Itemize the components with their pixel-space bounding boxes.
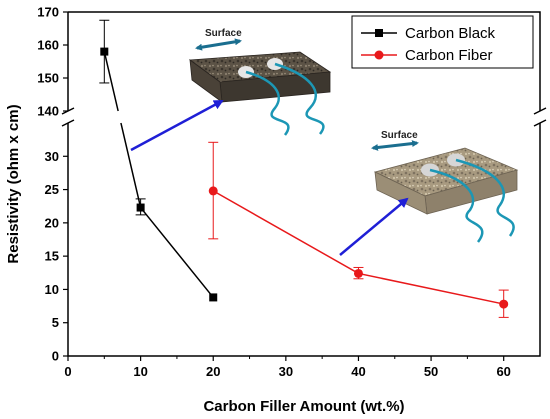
y-tick-label: 5 xyxy=(52,315,59,330)
legend-label-carbon-fiber: Carbon Fiber xyxy=(405,47,493,64)
x-tick-label: 30 xyxy=(279,364,293,379)
surface-arrow-1 xyxy=(195,38,242,51)
surface-label-1: Surface xyxy=(205,28,242,39)
y-tick-label: 160 xyxy=(37,38,59,53)
plot-area xyxy=(61,11,547,357)
x-tick-label: 50 xyxy=(424,364,438,379)
legend-marker-carbon-fiber xyxy=(374,50,384,60)
data-point-carbon-fiber xyxy=(208,186,218,196)
y-tick-label: 15 xyxy=(45,249,59,264)
axis-ticks: 0 10 20 30 40 50 60 0 5 10 15 20 25 30 140 150 160 170 xyxy=(37,5,511,380)
y-tick-label: 150 xyxy=(37,71,59,86)
legend-label-carbon-black: Carbon Black xyxy=(405,25,496,42)
pointer-arrow-carbon-black xyxy=(130,99,224,152)
y-tick-label: 10 xyxy=(45,282,59,297)
series-line-carbon-black xyxy=(103,51,214,298)
x-tick-label: 60 xyxy=(496,364,510,379)
wire-2 xyxy=(274,62,325,135)
axis-break-right xyxy=(533,107,547,127)
series-line-carbon-fiber xyxy=(212,190,504,305)
legend-marker-carbon-black xyxy=(375,29,383,37)
y-tick-label: 25 xyxy=(45,182,59,197)
x-tick-label: 40 xyxy=(351,364,365,379)
legend-box xyxy=(351,15,534,69)
data-point-carbon-black xyxy=(136,203,145,212)
data-point-carbon-fiber xyxy=(353,268,363,278)
axis-frame xyxy=(67,11,541,357)
sample-block-side xyxy=(374,171,428,215)
x-axis-title: Carbon Filler Amount (wt.%) xyxy=(203,398,404,415)
surface-arrow-2 xyxy=(371,140,419,151)
y-axis-title: Resistivity (ohm x cm) xyxy=(5,104,22,263)
wire-1 xyxy=(245,70,290,136)
inset-carbon-black-sample: Surface xyxy=(188,28,332,136)
y-tick-label: 0 xyxy=(52,349,59,364)
y-tick-label: 20 xyxy=(45,215,59,230)
data-point-carbon-black xyxy=(100,47,109,56)
y-tick-label: 30 xyxy=(45,149,59,164)
legend: Carbon Black Carbon Fiber xyxy=(351,15,534,69)
y-tick-label: 170 xyxy=(37,5,59,20)
wire-2 xyxy=(455,158,515,237)
x-tick-label: 10 xyxy=(133,364,147,379)
data-layer xyxy=(99,19,509,318)
inset-carbon-fiber-sample: Surface xyxy=(371,130,519,243)
x-tick-label: 20 xyxy=(206,364,220,379)
data-point-carbon-fiber xyxy=(499,299,509,309)
surface-label-2: Surface xyxy=(381,130,418,141)
data-point-carbon-black xyxy=(209,293,218,302)
y-tick-label: 140 xyxy=(37,104,59,119)
pointer-arrow-carbon-fiber xyxy=(339,197,409,256)
wire-1 xyxy=(429,168,484,243)
x-tick-label: 0 xyxy=(64,364,71,379)
